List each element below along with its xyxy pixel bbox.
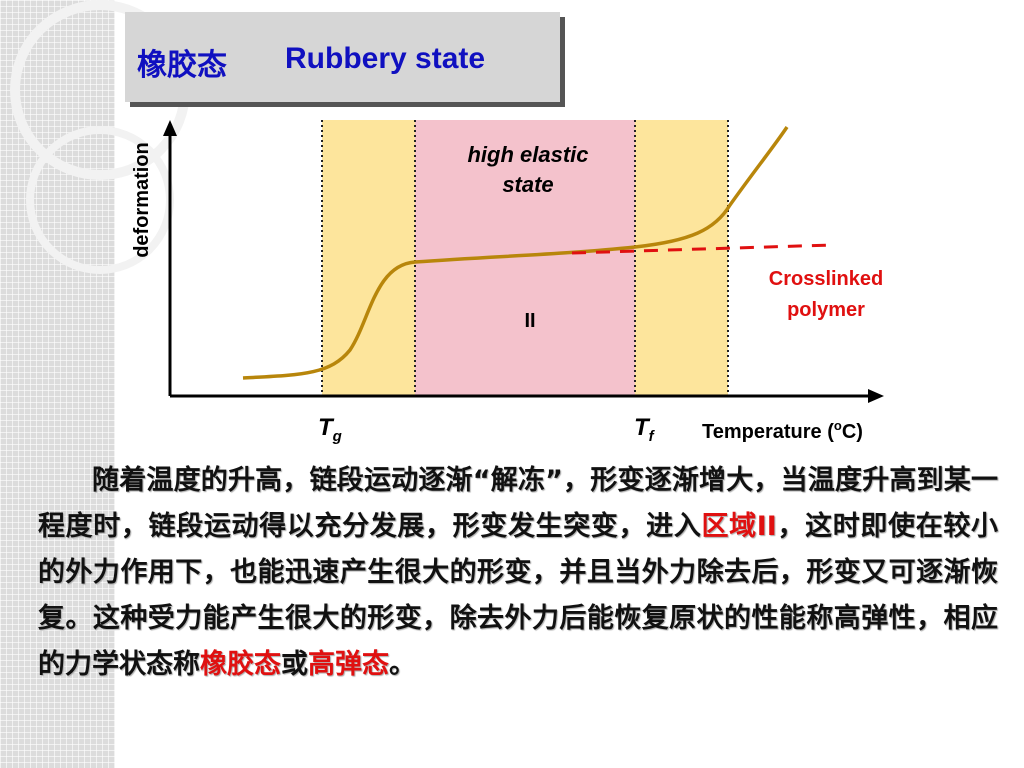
- paragraph: 随着温度的升高，链段运动逐渐“解冻”，形变逐渐增大，当温度升高到某一程度时，链段…: [38, 458, 998, 688]
- region-label: state: [502, 172, 553, 197]
- title-box: 橡胶态 Rubbery state: [125, 12, 560, 102]
- deformation-curve: [242, 126, 789, 380]
- title-english: Rubbery state: [285, 42, 486, 75]
- paragraph-text: 随着温度的升高，链段运动逐渐“解冻”，形变逐渐增大，当温度升高到某一程度时，链段…: [38, 465, 998, 542]
- region-flow-transition: [635, 120, 728, 395]
- region-high-elastic: [415, 120, 635, 395]
- x-label-suffix: C): [842, 421, 863, 443]
- x-label-superscript: o: [834, 418, 842, 433]
- boundaries: [321, 120, 729, 395]
- tg-label: Tg: [318, 414, 342, 445]
- crosslinked-curve: [571, 243, 833, 255]
- y-axis-label: deformation: [131, 142, 153, 258]
- tg-symbol: T: [318, 414, 335, 441]
- curve-label: Crosslinked: [769, 268, 883, 290]
- x-axis-label: Temperature (oC): [702, 418, 863, 443]
- region-label: high elastic: [467, 142, 588, 167]
- paragraph-text: 。: [389, 649, 416, 680]
- curve-label: polymer: [787, 299, 865, 321]
- tf-subscript: f: [649, 428, 656, 445]
- tg-subscript: g: [332, 428, 342, 445]
- axes: [163, 120, 884, 403]
- diagram: deformation high elastic state II Crossl…: [10, 0, 884, 445]
- tf-symbol: T: [634, 414, 651, 441]
- x-label-prefix: Temperature (: [702, 421, 834, 443]
- tf-label: Tf: [634, 414, 656, 445]
- title-chinese: 橡胶态: [137, 48, 227, 83]
- paragraph-text: ，这时即使在较小的外力作用下，也能迅速产生很大的形变，并且当外力除去后，形变又可…: [38, 511, 999, 680]
- region-number: II: [524, 310, 535, 332]
- paragraph-text: 或: [281, 649, 308, 680]
- region-glass-transition: [322, 120, 415, 395]
- highlight-text: 橡胶态: [200, 649, 281, 680]
- highlight-text: 高弹态: [308, 649, 389, 680]
- highlight-text: 区域II: [701, 511, 777, 542]
